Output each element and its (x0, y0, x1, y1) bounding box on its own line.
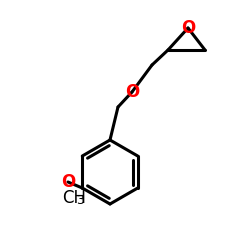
Text: O: O (181, 19, 195, 37)
Text: 3: 3 (76, 194, 84, 207)
Text: CH: CH (62, 189, 86, 207)
Text: O: O (125, 83, 139, 101)
Text: O: O (61, 173, 75, 191)
